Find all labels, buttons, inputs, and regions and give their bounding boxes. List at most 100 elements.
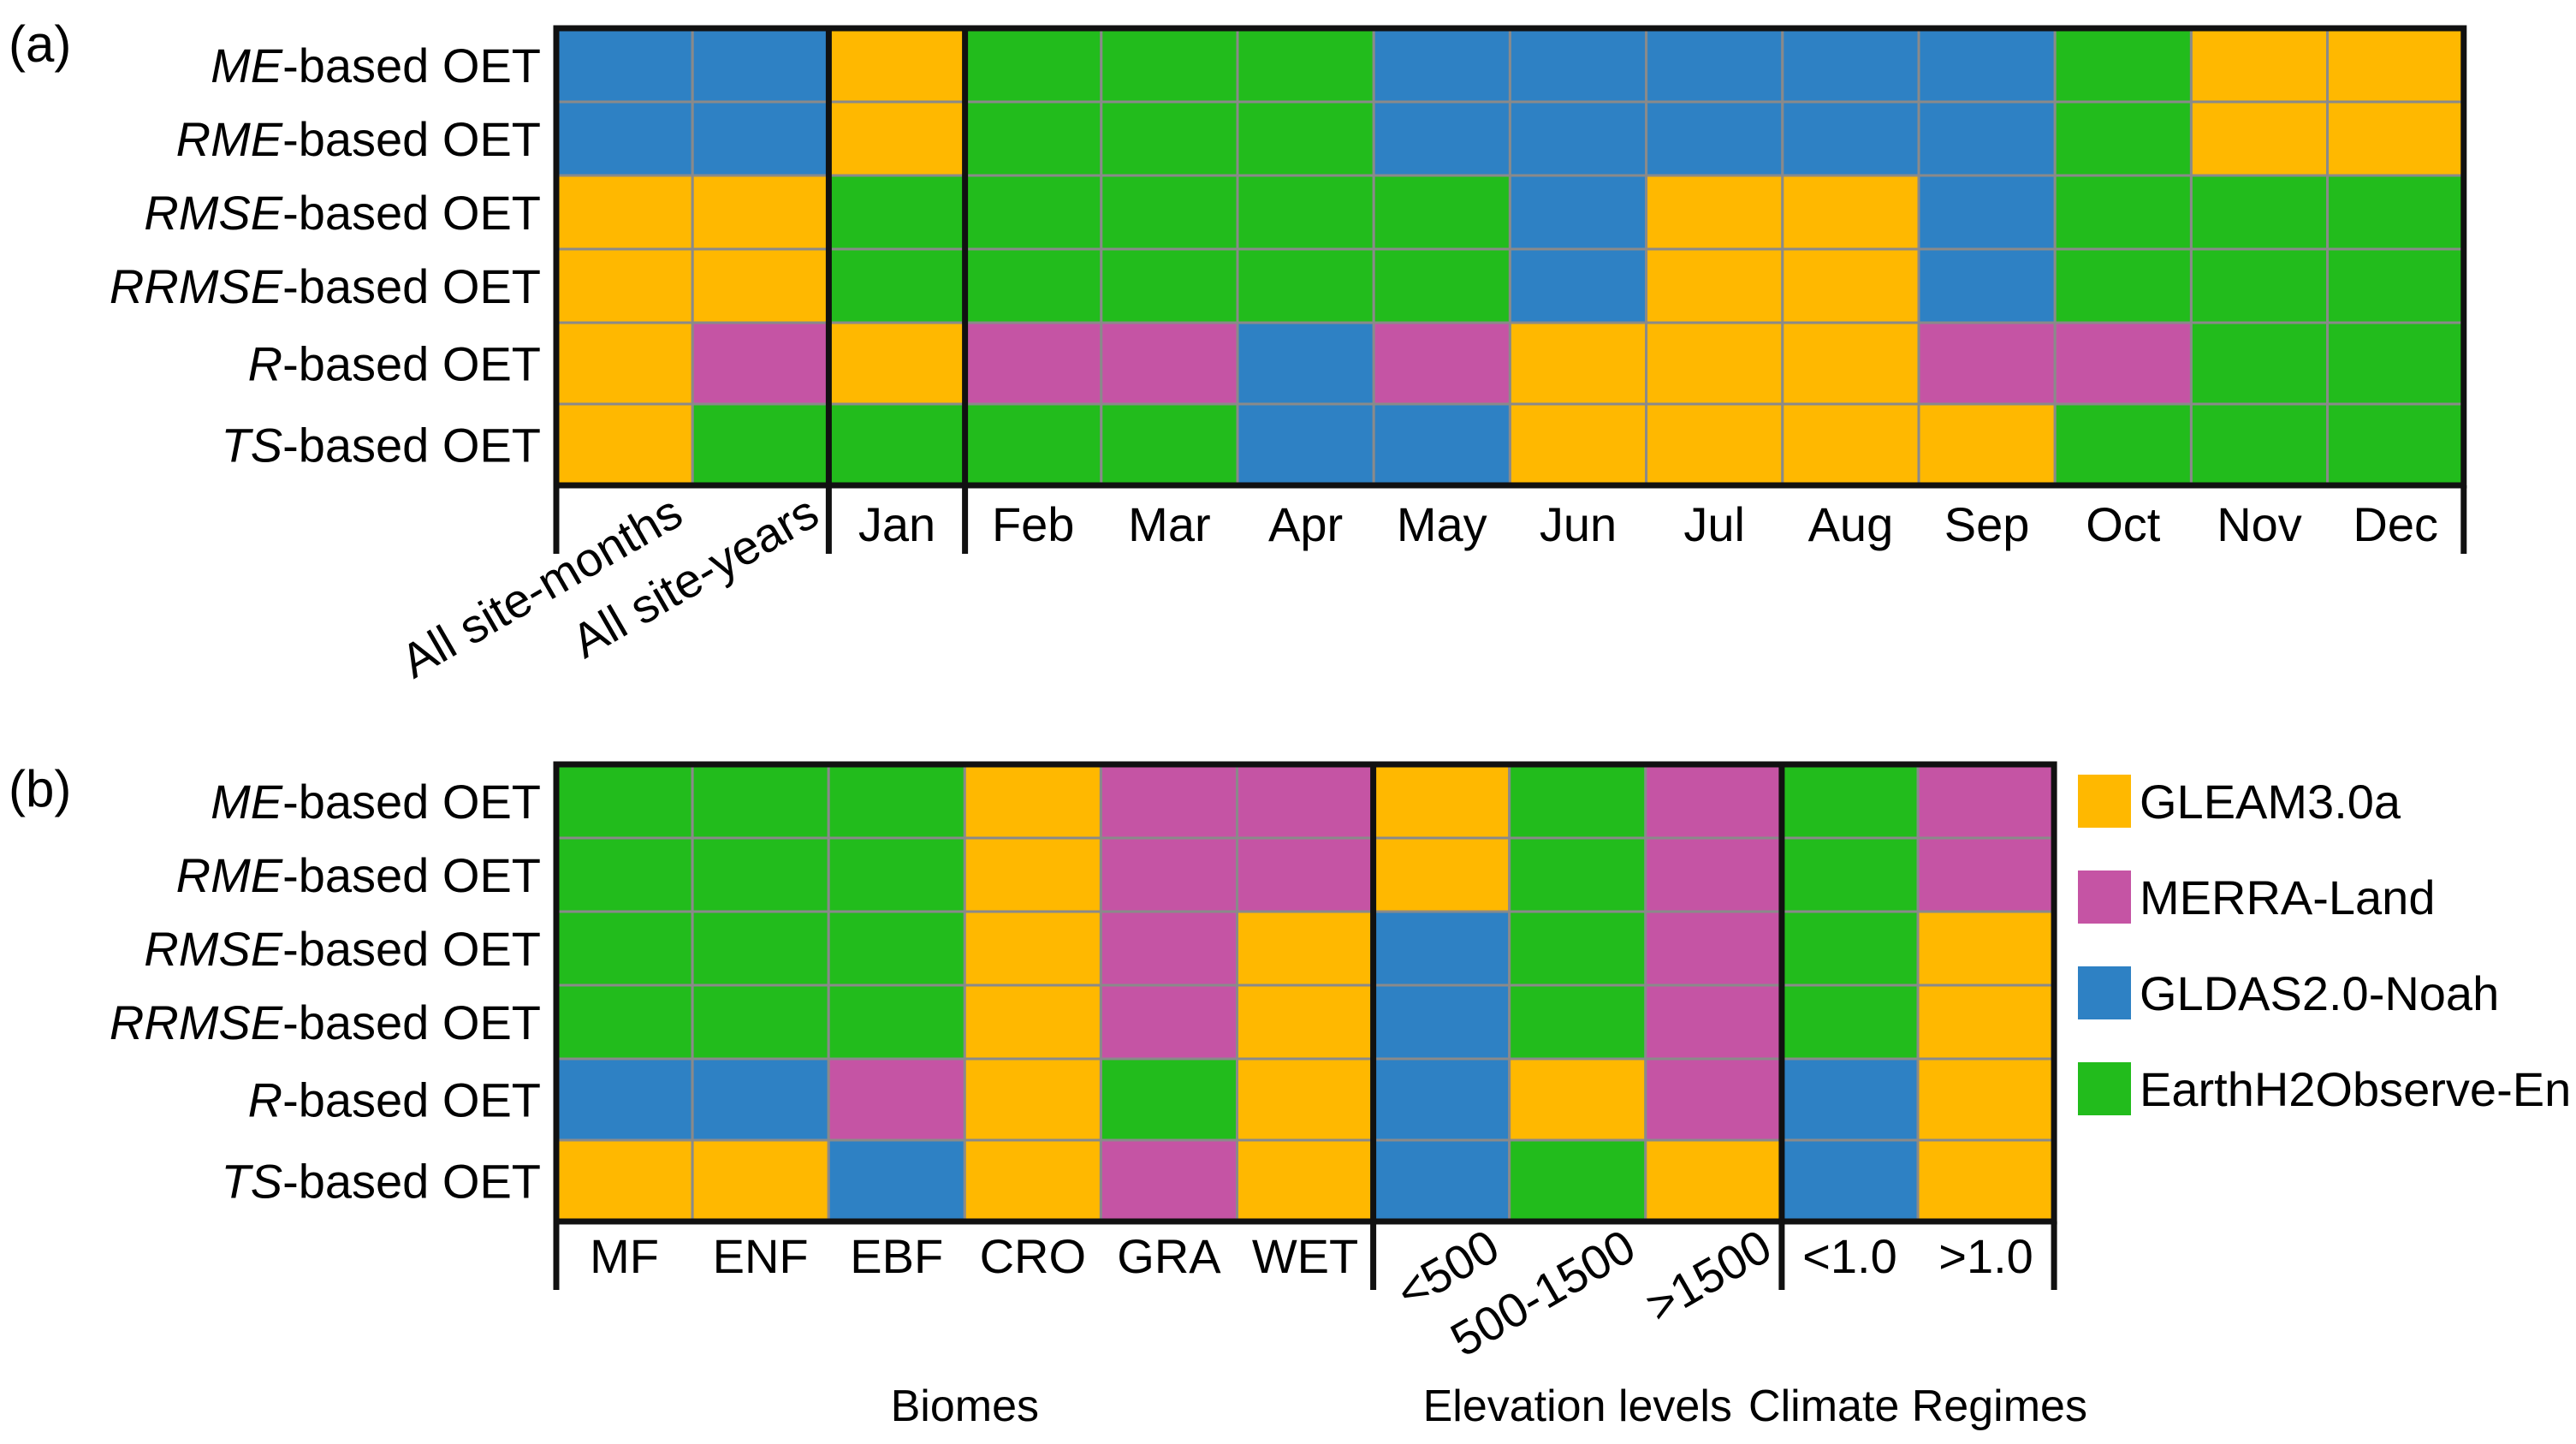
heatmap-cell <box>964 321 1103 406</box>
row-label: TS-based OET <box>222 419 541 472</box>
heatmap-cell <box>2053 247 2193 324</box>
heatmap-cell <box>1508 1057 1647 1142</box>
heatmap-cell <box>2326 100 2466 177</box>
heatmap-cell <box>1100 100 1239 177</box>
heatmap-cell <box>691 27 830 104</box>
legend-label: GLEAM3.0a <box>2140 775 2401 829</box>
heatmap-cell <box>1372 27 1511 104</box>
legend-swatch <box>2078 1062 2131 1115</box>
heatmap-cell <box>963 1138 1102 1223</box>
row-label: RMSE-based OET <box>144 922 541 976</box>
heatmap-cell <box>555 27 694 104</box>
heatmap-cell <box>1372 836 1511 913</box>
heatmap-cell <box>1780 1057 1920 1142</box>
heatmap-cell <box>963 983 1102 1061</box>
heatmap-cell <box>1100 402 1239 487</box>
heatmap-cell <box>1100 321 1239 406</box>
heatmap-cell <box>1644 983 1784 1061</box>
heatmap-cell <box>555 1138 694 1223</box>
heatmap-cell <box>691 910 830 987</box>
column-tick-label: Nov <box>2217 497 2302 551</box>
heatmap-cell <box>827 27 967 104</box>
column-tick-label: Sep <box>1944 497 2030 551</box>
heatmap-cell <box>2053 402 2193 487</box>
heatmap-cell <box>2326 247 2466 324</box>
column-tick-label: ENF <box>713 1229 809 1283</box>
heatmap-cell <box>1236 100 1375 177</box>
heatmap-cell <box>691 100 830 177</box>
heatmap-cell <box>1508 27 1648 104</box>
heatmap-cell <box>2189 100 2330 177</box>
panel-a: (a) ME-based OET RME-based OET RMSE-based O… <box>9 15 2467 688</box>
heatmap-cell <box>1645 100 1784 177</box>
column-tick-label: >1.0 <box>1938 1229 2033 1283</box>
heatmap-cell <box>555 247 694 324</box>
column-tick-label: Dec <box>2353 497 2438 551</box>
heatmap-cell <box>1372 321 1511 406</box>
heatmap-cell <box>2189 247 2330 324</box>
heatmap-cell <box>1236 247 1375 324</box>
heatmap-cell <box>827 402 967 487</box>
heatmap-cell <box>827 910 966 987</box>
column-tick-label: Mar <box>1128 497 1210 551</box>
heatmap-cell <box>964 174 1103 251</box>
heatmap-cell <box>827 763 966 840</box>
heatmap-cell <box>1372 100 1511 177</box>
heatmap-cell <box>1236 983 1375 1061</box>
heatmap-cell <box>1372 1057 1511 1142</box>
row-label: RRMSE-based OET <box>110 995 541 1049</box>
heatmap-cell <box>1236 1138 1375 1223</box>
grid-border <box>553 761 2057 1225</box>
legend-swatch <box>2078 966 2131 1019</box>
row-label: RMSE-based OET <box>144 186 541 240</box>
column-tick-label: May <box>1397 497 1487 551</box>
legend: GLEAM3.0a MERRA-Land GLDAS2.0-Noah EarthH2O… <box>2078 775 2571 1116</box>
heatmap-cell <box>555 100 694 177</box>
heatmap-cell <box>964 247 1103 324</box>
column-tick-label: Oct <box>2086 497 2161 551</box>
heatmap-cell <box>1100 247 1239 324</box>
heatmap-cell <box>555 910 694 987</box>
heatmap-cell <box>2189 321 2330 406</box>
heatmap-cell <box>1916 910 2056 987</box>
heatmap-cell <box>1372 247 1511 324</box>
heatmap-cell <box>1781 27 1920 104</box>
column-tick-label: CRO <box>980 1229 1086 1283</box>
heatmap-cell <box>1236 910 1375 987</box>
heatmap-cell <box>1508 174 1648 251</box>
heatmap-cell <box>1508 763 1647 840</box>
heatmap-cell <box>963 910 1102 987</box>
heatmap-cell <box>1780 836 1920 913</box>
column-tick-label: Feb <box>992 497 1075 551</box>
heatmap-cell <box>691 174 830 251</box>
legend-label: EarthH2Observe-En <box>2140 1062 2571 1116</box>
heatmap-cell <box>963 1057 1102 1142</box>
heatmap-cell <box>1780 1138 1920 1223</box>
heatmap-cell <box>691 321 830 406</box>
heatmap-cell <box>1781 100 1920 177</box>
legend-swatch <box>2078 871 2131 924</box>
heatmap-cell <box>1916 836 2056 913</box>
heatmap-cell <box>1781 321 1920 406</box>
heatmap-cell <box>1236 174 1375 251</box>
column-tick-label: Jun <box>1540 497 1617 551</box>
heatmap-cell <box>1236 763 1375 840</box>
heatmap-cell <box>2326 174 2466 251</box>
heatmap-cell <box>2326 402 2466 487</box>
heatmap-cell <box>691 763 830 840</box>
group-title: Biomes <box>891 1382 1039 1431</box>
heatmap-cell <box>2189 402 2330 487</box>
heatmap-cell <box>2053 27 2193 104</box>
heatmap-cell <box>1372 763 1511 840</box>
heatmap-cell <box>1645 174 1784 251</box>
heatmap-cell <box>1645 321 1784 406</box>
heatmap-cell <box>555 1057 694 1142</box>
heatmap-cell <box>2189 174 2330 251</box>
panel-label: (b) <box>9 760 71 817</box>
row-label: RME-based OET <box>176 112 541 166</box>
heatmap-cell <box>691 402 830 487</box>
heatmap-cell <box>1917 100 2057 177</box>
heatmap-cell <box>1644 836 1784 913</box>
heatmap-cell <box>964 27 1103 104</box>
heatmap-cell <box>555 402 694 487</box>
